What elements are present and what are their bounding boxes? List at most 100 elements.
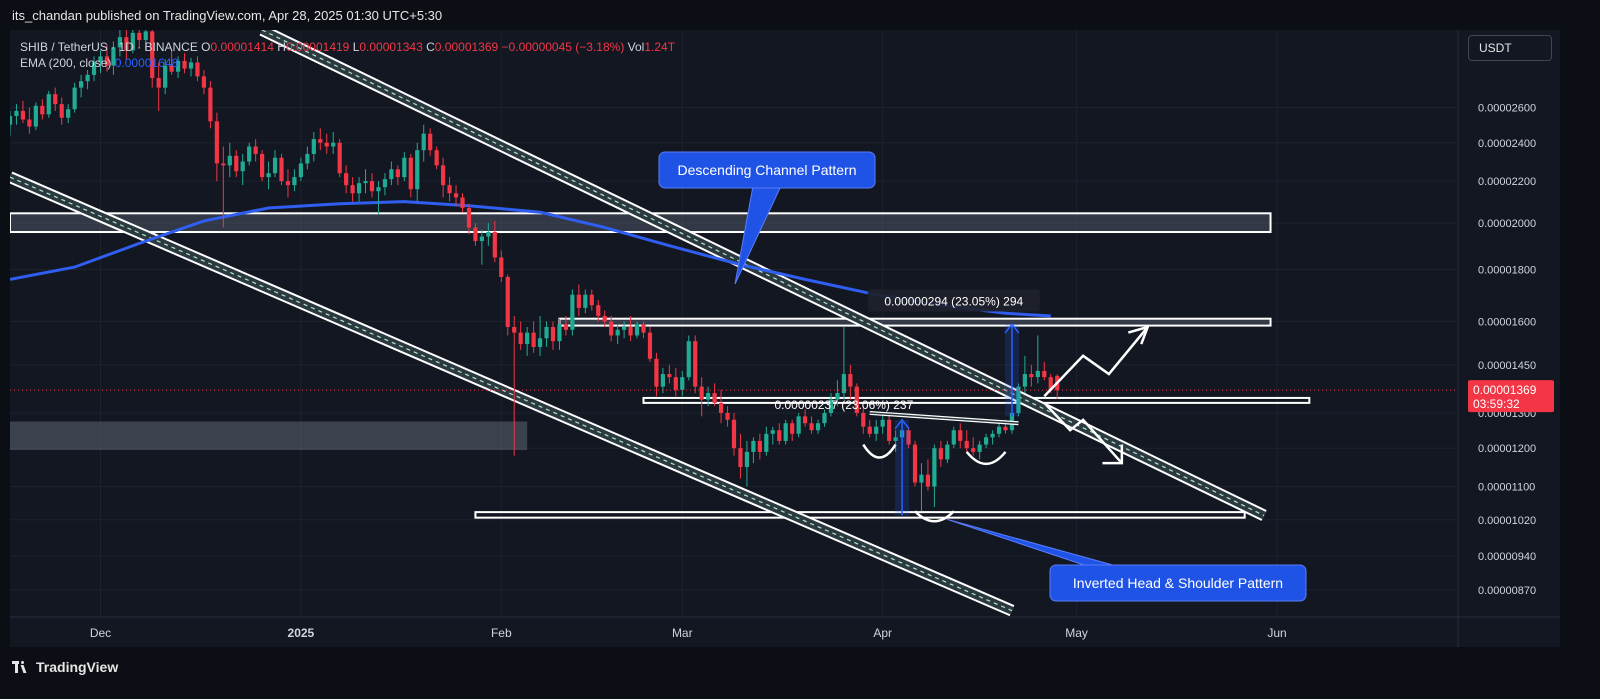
candle-body — [402, 157, 407, 178]
candle-body — [537, 338, 543, 347]
candle-body — [466, 207, 472, 228]
measure-upper-label: 0.00000294 (23.05%) 294 — [884, 294, 1023, 308]
candle-body — [66, 109, 71, 118]
candle-body — [925, 474, 931, 487]
candle-body — [835, 393, 840, 400]
candle-body — [53, 94, 58, 105]
tradingview-brand[interactable]: TradingView — [12, 659, 118, 675]
candle-body — [20, 110, 26, 120]
y-tick-label: 0.00001450 — [1478, 360, 1536, 372]
change-value: −0.00000045 (−3.18%) — [501, 40, 625, 54]
candle-body — [285, 181, 291, 186]
candle-body — [499, 257, 504, 277]
x-tick-label: 2025 — [288, 626, 315, 640]
candle-body — [441, 165, 446, 186]
candle-body — [240, 161, 245, 172]
candle-body — [460, 197, 465, 208]
volume-value: 1.24T — [644, 40, 676, 54]
left-shoulder-arc — [862, 443, 897, 459]
candle-body — [434, 150, 439, 166]
candle-body — [85, 74, 90, 82]
candle-body — [46, 94, 51, 115]
candle-body — [874, 426, 879, 434]
candle-body — [195, 62, 200, 77]
candle-body — [1035, 370, 1040, 378]
chart-area[interactable]: 0.00002600 0.00002400 0.00002200 0.00002000… — [10, 30, 1560, 647]
candle-body — [919, 474, 924, 483]
candle-body — [150, 31, 155, 79]
x-tick-label: Dec — [90, 626, 111, 640]
ema-row: EMA (200, close) 0.00001648 — [20, 55, 675, 71]
candle-body — [79, 81, 84, 88]
candle-body — [208, 87, 213, 122]
candle-body — [654, 358, 659, 387]
low-label: L — [352, 40, 360, 54]
bullish-path — [1043, 326, 1149, 398]
candle-body — [214, 121, 219, 164]
candle-body — [660, 374, 665, 387]
symbol-label[interactable]: SHIB / TetherUS · 1D · BINANCE — [20, 40, 198, 54]
candle-body — [395, 169, 400, 178]
bearish-arrowhead — [1102, 444, 1124, 465]
candle-body — [137, 32, 142, 41]
candle-body — [143, 31, 148, 41]
candle-body — [634, 324, 640, 336]
candle-body — [10, 116, 13, 125]
candle-body — [854, 386, 859, 413]
chart-background — [10, 30, 1560, 647]
candle-body — [130, 32, 135, 51]
candle-body — [1042, 370, 1047, 378]
tradingview-logo-icon — [12, 661, 30, 673]
candle-body — [628, 326, 633, 336]
candle-body — [33, 105, 38, 127]
candle-body — [822, 412, 827, 424]
right-shoulder-arc — [965, 451, 1007, 466]
open-label: O — [201, 40, 211, 54]
y-tick-label: 0.00002000 — [1478, 218, 1536, 230]
candle-body — [428, 133, 433, 151]
candle-body — [221, 163, 226, 166]
candle-body — [615, 329, 620, 336]
high-label: H — [277, 40, 286, 54]
last-price-value: 0.00001369 — [1473, 383, 1537, 397]
open-value: 0.00001414 — [210, 40, 274, 54]
candle-body — [421, 133, 426, 151]
candle-body — [686, 341, 691, 378]
candle-body — [156, 78, 161, 88]
candle-body — [324, 142, 329, 147]
candle-body — [253, 146, 258, 154]
candle-body — [369, 181, 375, 192]
candle-body — [803, 416, 808, 424]
y-tick-label: 0.00002200 — [1478, 176, 1536, 188]
descending-channel-callout-text: Descending Channel Pattern — [677, 162, 856, 178]
candle-body — [667, 374, 672, 378]
candle-body — [318, 139, 323, 143]
x-tick-label: May — [1065, 626, 1088, 640]
currency-button[interactable]: USDT — [1468, 35, 1552, 61]
candle-body — [971, 448, 976, 452]
chart-canvas[interactable]: 0.00002600 0.00002400 0.00002200 0.00002000… — [10, 30, 1560, 647]
candle-body — [828, 399, 834, 413]
ema-label[interactable]: EMA (200, close) — [20, 56, 112, 70]
candle-body — [247, 146, 252, 162]
candle-body — [893, 437, 898, 441]
ohlc-row: SHIB / TetherUS · 1D · BINANCE O0.000014… — [20, 39, 675, 55]
support-zone-lower — [474, 511, 1246, 519]
candle-body — [344, 173, 349, 186]
candle-body — [996, 426, 1002, 434]
ema-value: 0.00001648 — [114, 56, 179, 70]
candle-body — [673, 377, 678, 390]
measure-upper-arrow-head — [1004, 322, 1020, 334]
y-tick-label: 0.00000940 — [1478, 551, 1536, 563]
candle-body — [486, 232, 491, 237]
candle-body — [505, 276, 510, 327]
candle-body — [1048, 377, 1053, 390]
candle-body — [867, 426, 872, 434]
candle-body — [718, 402, 724, 413]
neckline-core — [869, 412, 1019, 424]
y-tick-label: 0.00001600 — [1478, 316, 1536, 328]
candle-body — [757, 440, 762, 452]
candle-body — [751, 440, 756, 452]
publisher-line: its_chandan published on TradingView.com… — [12, 7, 443, 23]
candle-body — [712, 393, 717, 403]
